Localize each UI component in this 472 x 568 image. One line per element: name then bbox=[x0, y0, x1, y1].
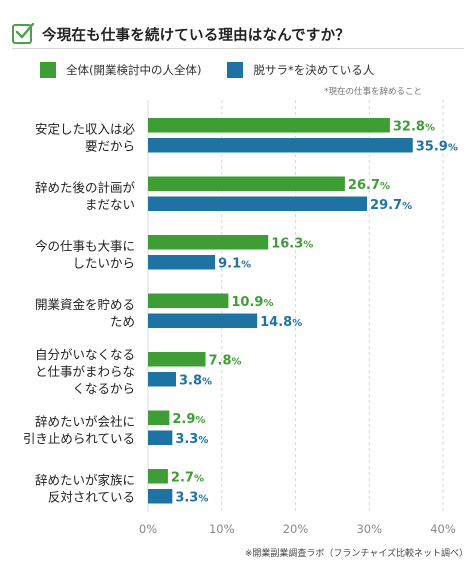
legend-item-overall: 全体(開業検討中の人全体) bbox=[40, 62, 201, 78]
category-label: 引き止められている bbox=[23, 431, 135, 446]
bar-overall bbox=[148, 410, 170, 425]
bar-quitting bbox=[148, 313, 258, 328]
bar-overall bbox=[148, 469, 168, 484]
bar-quitting bbox=[148, 255, 216, 270]
legend-item-quitting: 脱サラ*を決めている人 bbox=[227, 62, 374, 78]
x-tick-label: 0% bbox=[139, 522, 157, 536]
bar-overall bbox=[148, 293, 229, 308]
data-label: 3.8% bbox=[179, 374, 212, 389]
bar-quitting bbox=[148, 489, 173, 504]
legend-swatch-overall bbox=[40, 62, 56, 78]
legend-label-overall: 全体(開業検討中の人全体) bbox=[66, 63, 202, 77]
legend-swatch-quitting bbox=[227, 62, 244, 78]
chart-title: 今現在も仕事を続けている理由はなんですか？ bbox=[42, 27, 350, 44]
data-label: 3.3% bbox=[175, 432, 208, 447]
category-label: 辞めたいが家族に bbox=[35, 472, 135, 487]
category-label: 要だから bbox=[85, 138, 135, 153]
category-label: 反対されている bbox=[48, 489, 135, 504]
data-label: 2.9% bbox=[172, 412, 205, 427]
category-label: 自分がいなくなる bbox=[35, 347, 135, 362]
data-label: 32.8% bbox=[393, 120, 435, 135]
category-label: 開業資金を貯める bbox=[35, 297, 135, 312]
bar-quitting bbox=[148, 372, 177, 387]
category-label: 辞めたいが会社に bbox=[35, 414, 135, 429]
category-label: ため bbox=[110, 314, 135, 329]
data-label: 2.7% bbox=[171, 471, 204, 486]
category-label: と仕事がまわらな bbox=[35, 364, 135, 379]
data-label: 26.7% bbox=[348, 178, 390, 193]
bar-overall bbox=[148, 352, 206, 367]
category-label: 辞めた後の計画が bbox=[35, 180, 136, 195]
bar-quitting bbox=[148, 196, 368, 211]
category-label: 安定した収入は必 bbox=[35, 121, 136, 136]
data-label: 10.9% bbox=[231, 295, 273, 310]
bar-overall bbox=[148, 176, 345, 191]
x-tick-label: 30% bbox=[356, 522, 382, 536]
data-label: 14.8% bbox=[260, 315, 302, 330]
x-tick-label: 20% bbox=[283, 522, 309, 536]
bar-overall bbox=[148, 235, 269, 250]
bar-quitting bbox=[148, 138, 413, 153]
category-label: くなるから bbox=[72, 381, 135, 396]
legend-label-quitting: 脱サラ*を決めている人 bbox=[253, 63, 375, 77]
data-label: 29.7% bbox=[370, 198, 412, 213]
data-label: 3.3% bbox=[175, 491, 208, 506]
legend: 全体(開業検討中の人全体) 脱サラ*を決めている人 bbox=[40, 62, 400, 78]
x-tick-label: 40% bbox=[430, 522, 456, 536]
category-label: 今の仕事も大事に bbox=[35, 238, 135, 253]
category-label: まだない bbox=[85, 197, 135, 212]
title-divider bbox=[12, 48, 464, 49]
data-label: 35.9% bbox=[416, 140, 458, 155]
footnote-definition: *現在の仕事を辞めること bbox=[324, 87, 422, 97]
category-label: したいから bbox=[72, 255, 135, 270]
x-tick-label: 10% bbox=[209, 522, 235, 536]
data-label: 7.8% bbox=[209, 354, 242, 369]
data-label: 16.3% bbox=[271, 237, 313, 252]
bar-quitting bbox=[148, 430, 173, 445]
source-note: ※開業副業調査ラボ（フランチャイズ比較ネット調べ） bbox=[244, 549, 468, 559]
data-label: 9.1% bbox=[218, 257, 251, 272]
checkbox-icon bbox=[12, 22, 35, 44]
title-bar: 今現在も仕事を続けている理由はなんですか？ bbox=[12, 14, 350, 54]
bar-overall bbox=[148, 118, 390, 133]
